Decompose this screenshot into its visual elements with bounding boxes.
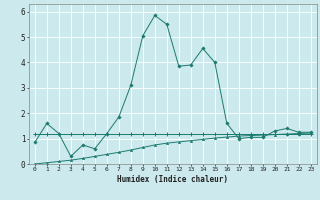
X-axis label: Humidex (Indice chaleur): Humidex (Indice chaleur) <box>117 175 228 184</box>
